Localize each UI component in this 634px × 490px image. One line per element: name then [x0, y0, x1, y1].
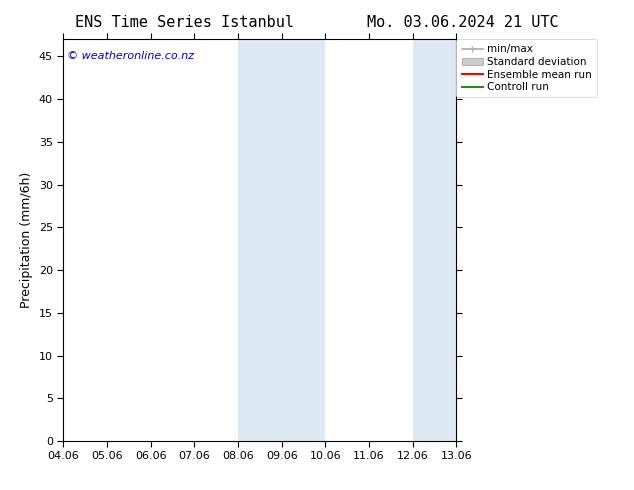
Y-axis label: Precipitation (mm/6h): Precipitation (mm/6h)	[20, 172, 34, 308]
Legend: min/max, Standard deviation, Ensemble mean run, Controll run: min/max, Standard deviation, Ensemble me…	[456, 39, 597, 98]
Bar	[238, 39, 281, 441]
Text: © weatheronline.co.nz: © weatheronline.co.nz	[67, 51, 195, 61]
Bar	[281, 39, 325, 441]
Bar	[413, 39, 456, 441]
Text: ENS Time Series Istanbul        Mo. 03.06.2024 21 UTC: ENS Time Series Istanbul Mo. 03.06.2024 …	[75, 15, 559, 30]
